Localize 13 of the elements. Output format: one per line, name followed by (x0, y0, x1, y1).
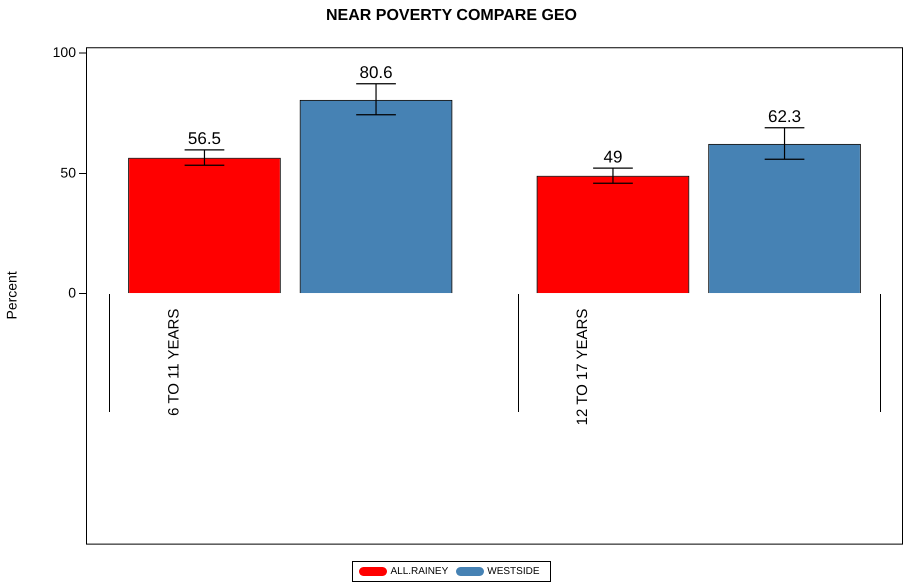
data-label: 80.6 (359, 62, 393, 82)
y-tick-label: 0 (68, 284, 76, 300)
data-label: 62.3 (768, 106, 802, 126)
x-tick-label: 12 TO 17 YEARS (574, 308, 592, 426)
x-tick-label: 6 TO 11 YEARS (166, 308, 183, 416)
data-label: 56.5 (188, 129, 222, 148)
chart-title: NEAR POVERTY COMPARE GEO (326, 7, 577, 24)
data-label: 49 (604, 147, 622, 166)
y-tick-label: 100 (52, 44, 76, 60)
y-axis-title: Percent (3, 271, 20, 320)
legend-label: ALL.RAINEY (390, 566, 448, 577)
y-tick-label: 50 (60, 164, 76, 180)
legend-label: WESTSIDE (487, 566, 540, 577)
